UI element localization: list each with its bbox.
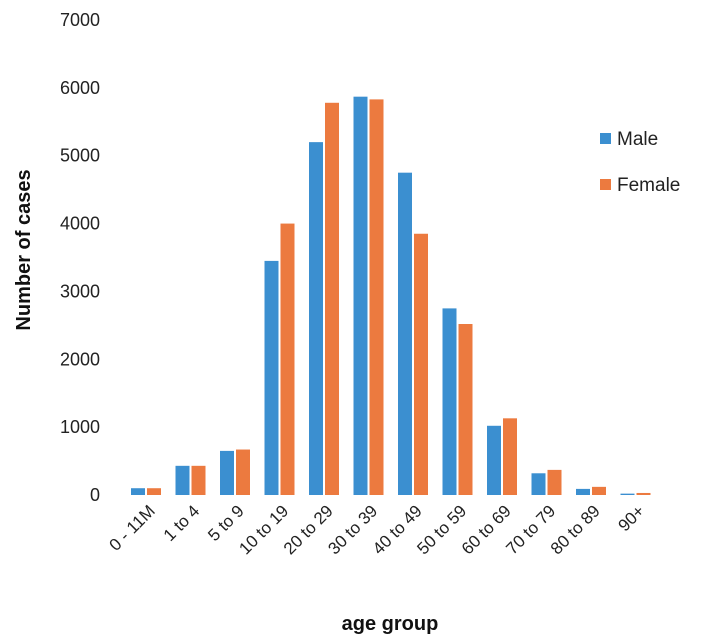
bar-female <box>147 488 161 495</box>
legend: Male Female <box>600 129 680 196</box>
bar-male <box>131 488 145 495</box>
legend-label-female: Female <box>617 175 680 196</box>
bar-male <box>309 142 323 495</box>
bar-male <box>531 473 546 495</box>
y-tick-label: 4000 <box>60 214 100 234</box>
y-tick-label: 0 <box>90 485 100 505</box>
bar-female <box>636 492 651 495</box>
x-tick-label: 80 to 89 <box>547 501 604 558</box>
x-tick-label: 0 - 11M <box>106 501 159 554</box>
legend-swatch-female <box>600 179 611 190</box>
bars <box>131 96 651 496</box>
y-axis-ticks: 0 1000 2000 3000 4000 5000 6000 7000 <box>60 10 100 505</box>
bar-male <box>620 493 635 495</box>
y-tick-label: 7000 <box>60 10 100 30</box>
bar-male <box>487 425 501 495</box>
y-tick-label: 5000 <box>60 146 100 166</box>
y-tick-label: 6000 <box>60 78 100 98</box>
bar-male <box>175 465 190 495</box>
y-axis-title: Number of cases <box>13 169 35 330</box>
bar-female <box>325 102 339 496</box>
bar-female <box>547 469 562 495</box>
x-tick-label: 1 to 4 <box>160 501 204 545</box>
bar-female <box>369 99 384 496</box>
bar-male <box>576 488 590 495</box>
bar-male <box>264 260 279 495</box>
bar-male <box>220 450 234 495</box>
bar-female <box>236 449 250 495</box>
legend-label-male: Male <box>617 129 658 150</box>
bar-female <box>280 223 295 496</box>
bar-male <box>442 308 457 495</box>
bar-female <box>503 418 517 495</box>
y-tick-label: 1000 <box>60 417 100 437</box>
bar-male <box>353 96 368 495</box>
x-axis-title: age group <box>342 613 439 635</box>
bar-female <box>414 233 428 495</box>
y-tick-label: 3000 <box>60 281 100 301</box>
y-tick-label: 2000 <box>60 349 100 369</box>
bar-female <box>191 465 206 495</box>
bar-female <box>592 486 606 495</box>
bar-male <box>398 172 412 495</box>
bar-female <box>458 324 473 495</box>
legend-swatch-male <box>600 133 611 144</box>
x-tick-label: 90+ <box>614 501 648 535</box>
